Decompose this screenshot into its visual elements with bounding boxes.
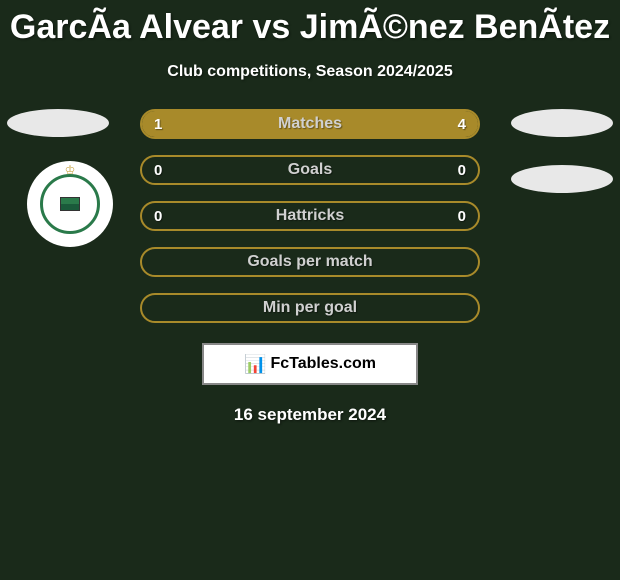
footer-logo-text: FcTables.com — [270, 355, 376, 373]
flag-icon — [60, 197, 80, 211]
footer-logo[interactable]: 📊 FcTables.com — [202, 343, 418, 385]
stat-row-min-per-goal: Min per goal — [140, 293, 480, 323]
stat-label: Min per goal — [263, 299, 357, 317]
comparison-title: GarcÃ­a Alvear vs JimÃ©nez BenÃ­tez — [0, 0, 620, 47]
stat-fill-right — [209, 111, 478, 137]
crown-icon: ♔ — [65, 163, 76, 177]
stat-rows-container: 1 Matches 4 0 Goals 0 0 Hattricks 0 Goal… — [140, 109, 480, 323]
stat-row-goals-per-match: Goals per match — [140, 247, 480, 277]
chart-icon: 📊 — [244, 354, 266, 375]
stat-label: Goals per match — [247, 253, 372, 271]
player-badge-left — [7, 109, 109, 137]
stat-label: Hattricks — [276, 207, 344, 225]
stat-fill-left — [142, 111, 209, 137]
stat-value-right: 4 — [458, 116, 466, 133]
club-badge: ♔ — [27, 161, 113, 247]
stat-value-right: 0 — [458, 208, 466, 225]
stat-value-right: 0 — [458, 162, 466, 179]
stat-value-left: 0 — [154, 162, 162, 179]
stat-value-left: 0 — [154, 208, 162, 225]
player-badge-right-1 — [511, 109, 613, 137]
player-badge-right-2 — [511, 165, 613, 193]
stat-row-goals: 0 Goals 0 — [140, 155, 480, 185]
stat-label: Goals — [288, 161, 332, 179]
stat-value-left: 1 — [154, 116, 162, 133]
footer-date: 16 september 2024 — [0, 405, 620, 425]
stat-row-matches: 1 Matches 4 — [140, 109, 480, 139]
stat-row-hattricks: 0 Hattricks 0 — [140, 201, 480, 231]
comparison-content: ♔ 1 Matches 4 0 Goals 0 0 Hattricks 0 — [0, 109, 620, 425]
stat-label: Matches — [278, 115, 342, 133]
comparison-subtitle: Club competitions, Season 2024/2025 — [0, 63, 620, 81]
